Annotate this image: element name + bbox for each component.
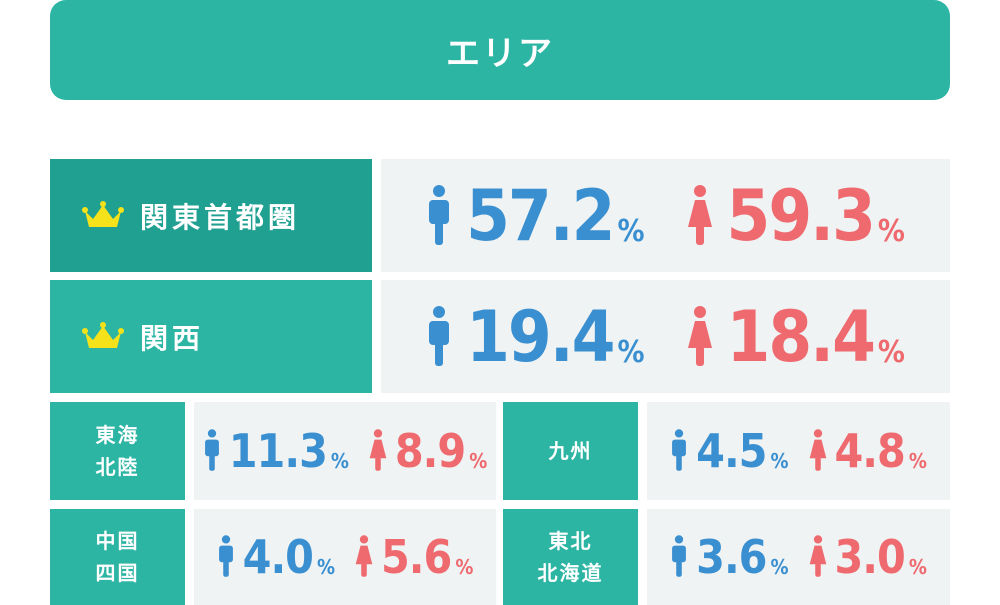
region-label-kanto: 関東首都圏 (50, 159, 372, 272)
region-label-tohoku-hokkaido: 東北 北海道 (503, 509, 638, 605)
male-person-icon (429, 305, 450, 366)
region-name-line2: 北海道 (537, 561, 604, 585)
female-percent: 59.3 (726, 174, 876, 257)
male-stat: 57.2 % (426, 174, 645, 257)
male-person-icon (204, 429, 219, 471)
male-stat: 19.4 % (426, 295, 645, 378)
region-name-line2: 四国 (95, 561, 140, 585)
unit-label: % (617, 213, 645, 249)
male-percent: 11.3 (228, 424, 328, 478)
male-stat: 4.5 % (670, 424, 789, 478)
region-name-line1: 東海 (95, 423, 140, 447)
region-stats-kanto: 57.2 % 59.3 % (381, 159, 950, 272)
female-stat: 5.6 % (355, 534, 473, 580)
region-label-kyushu: 九州 (503, 402, 638, 500)
female-stat: 3.0 % (809, 534, 927, 580)
section-header: エリア (50, 0, 950, 100)
male-percent: 4.5 (696, 424, 767, 478)
female-stat: 8.9 % (369, 428, 487, 474)
female-percent: 5.6 (381, 530, 452, 584)
unit-label: % (877, 213, 905, 249)
female-percent: 8.9 (394, 424, 466, 478)
male-percent: 3.6 (696, 530, 767, 584)
male-person-icon (672, 535, 687, 577)
region-name: 関東首都圏 (140, 200, 301, 234)
female-person-icon (687, 184, 712, 245)
region-name: 関西 (140, 321, 205, 355)
female-person-icon (687, 305, 712, 366)
male-stat: 4.0 % (217, 534, 335, 580)
unit-label: % (330, 449, 349, 473)
female-person-icon (355, 535, 373, 577)
female-person-icon (369, 429, 387, 471)
region-stats-kansai: 19.4 % 18.4 % (381, 280, 950, 393)
region-name-line2: 北陸 (95, 455, 140, 479)
section-title: エリア (446, 33, 554, 74)
unit-label: % (617, 334, 645, 370)
unit-label: % (908, 555, 927, 579)
region-stats-tokai-hokuriku: 11.3 % 8.9 % (194, 402, 496, 500)
female-percent: 18.4 (726, 295, 876, 378)
region-label-tokai-hokuriku: 東海 北陸 (50, 402, 185, 500)
region-name-line1: 中国 (95, 529, 140, 553)
unit-label: % (455, 555, 474, 579)
crown-icon (82, 321, 124, 348)
region-stats-kyushu: 4.5 % 4.8 % (647, 402, 950, 500)
male-stat: 3.6 % (670, 530, 789, 584)
female-percent: 3.0 (834, 530, 906, 584)
male-percent: 4.0 (242, 530, 314, 584)
male-percent: 19.4 (466, 295, 615, 378)
region-stats-chugoku-shikoku: 4.0 % 5.6 % (194, 509, 496, 605)
unit-label: % (770, 449, 789, 473)
unit-label: % (469, 449, 488, 473)
unit-label: % (908, 449, 927, 473)
female-person-icon (809, 535, 826, 577)
crown-icon (82, 200, 124, 227)
region-label-kansai: 関西 (50, 280, 372, 393)
male-stat: 11.3 % (203, 428, 349, 474)
female-stat: 4.8 % (809, 428, 927, 474)
male-person-icon (429, 184, 450, 245)
region-stats-tohoku-hokkaido: 3.6 % 3.0 % (647, 509, 950, 605)
region-name-line1: 九州 (548, 439, 593, 463)
female-stat: 18.4 % (687, 302, 905, 372)
male-percent: 57.2 (466, 174, 615, 257)
male-person-icon (218, 535, 233, 577)
female-stat: 59.3 % (687, 181, 905, 251)
male-person-icon (672, 429, 687, 471)
region-label-chugoku-shikoku: 中国 四国 (50, 509, 185, 605)
unit-label: % (770, 555, 789, 579)
female-person-icon (809, 429, 826, 471)
unit-label: % (877, 334, 905, 370)
female-percent: 4.8 (834, 424, 906, 478)
unit-label: % (316, 555, 335, 579)
region-name-line1: 東北 (548, 529, 593, 553)
